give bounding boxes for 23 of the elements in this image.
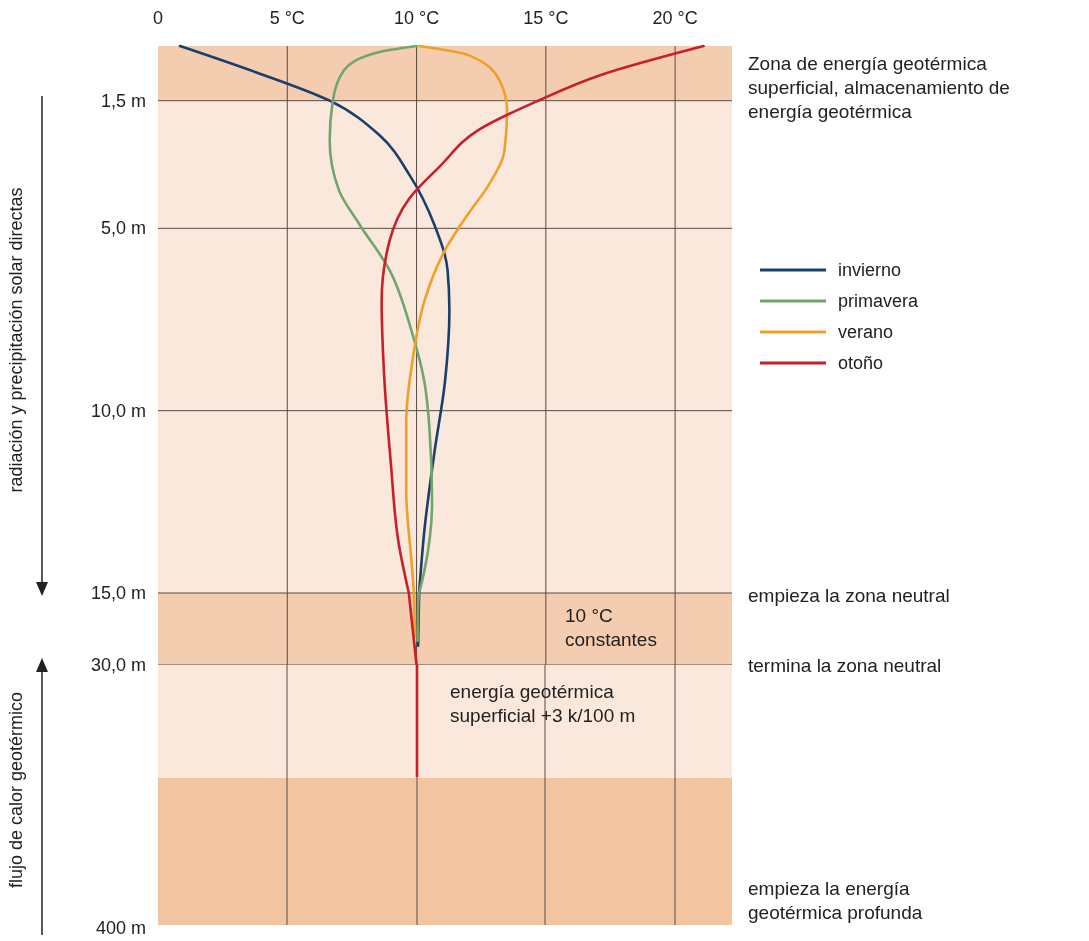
y-tick-label: 15,0 m xyxy=(90,583,146,603)
text: 400 m xyxy=(95,918,146,938)
annotation: 10 °C constantes xyxy=(565,605,657,650)
text: termina la zona neutral xyxy=(748,655,942,676)
x-tick-label: 20 °C xyxy=(652,8,698,28)
text: empieza la zona neutral xyxy=(748,585,950,606)
legend-label: verano xyxy=(838,322,894,342)
x-tick-label: 0 xyxy=(152,8,164,28)
legend-label: otoño xyxy=(838,353,884,373)
x-tick-label: 15 °C xyxy=(523,8,569,28)
text: flujo de calor geotérmico xyxy=(6,691,26,889)
y-tick-label: 30,0 m xyxy=(90,655,146,675)
text: empieza la energía geotérmica profunda xyxy=(748,878,923,923)
x-tick-label: 5 °C xyxy=(269,8,305,28)
legend-label: invierno xyxy=(838,260,902,280)
x-tick-label: 10 °C xyxy=(393,8,440,28)
text: energía geotérmica superficial +3 k/100 m xyxy=(450,681,636,726)
y-tick-label: 1,5 m xyxy=(100,90,146,111)
legend-label: primavera xyxy=(838,291,920,311)
y-tick-label: 10,0 m xyxy=(90,400,146,421)
text: Zona de energía geotérmica superficial, almacenamiento de energía geotérmica xyxy=(748,53,1010,122)
text: radiación y precipitación solar directas xyxy=(6,187,26,493)
y-tick-label: 5,0 m xyxy=(100,218,146,239)
